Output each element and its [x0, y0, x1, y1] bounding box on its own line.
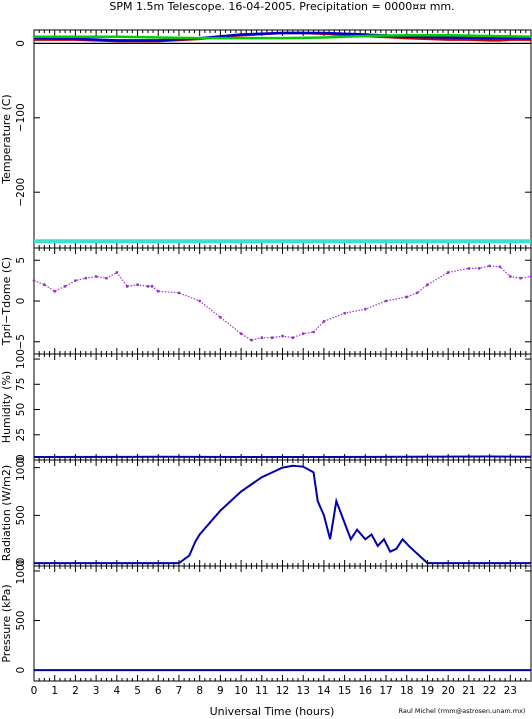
y-tick-label: −5: [15, 334, 27, 349]
x-tick-label: 2: [72, 685, 79, 697]
panel-frame-2: [33, 353, 532, 461]
x-axis-label: Universal Time (hours): [210, 705, 335, 718]
y-tick-label: 1000: [15, 454, 27, 481]
tdiff-point: [146, 284, 150, 288]
radiation-line: [34, 464, 531, 565]
tdiff-point: [488, 264, 491, 268]
y-axis-label-0: Temperature (C): [0, 94, 13, 184]
x-tick-label: 8: [196, 685, 203, 697]
y-axis-label-4: Pressure (kPa): [0, 584, 13, 662]
x-tick-label: 6: [155, 685, 162, 697]
y-tick-label: 500: [15, 611, 27, 631]
chart-title: SPM 1.5m Telescope. 16-04-2005. Precipit…: [109, 0, 454, 13]
x-tick-label: 7: [176, 685, 183, 697]
y-tick-label: 50: [15, 403, 27, 416]
humidity-line: [33, 455, 532, 458]
y-axis-label-1: Tpri−Tdome (C): [0, 257, 13, 346]
y-tick-label: 0: [15, 457, 27, 464]
x-tick-label: 9: [217, 685, 224, 697]
x-tick-label: 3: [93, 685, 100, 697]
y-tick-label: 25: [15, 428, 27, 441]
tdiff-point: [467, 266, 471, 270]
x-tick-label: 18: [400, 685, 413, 697]
temperature-series-temp_green: [34, 33, 532, 40]
y-tick-label: −100: [15, 103, 27, 132]
temperature-series-temp_blue: [33, 31, 531, 42]
x-tick-label: 10: [234, 685, 247, 697]
x-tick-label: 5: [134, 685, 141, 697]
y-tick-label: −200: [15, 178, 27, 207]
y-tick-label: 1000: [15, 558, 27, 585]
credit-text: Raul Michel (rmm@astrosen.unam.mx): [399, 707, 526, 715]
x-tick-label: 0: [31, 685, 38, 697]
x-tick-label: 16: [359, 685, 373, 697]
x-tick-label: 12: [276, 685, 289, 697]
x-tick-label: 17: [379, 685, 392, 697]
y-tick-label: 5: [15, 257, 27, 264]
panel-frame-3: [33, 459, 532, 567]
x-tick-label: 14: [317, 685, 331, 697]
y-tick-label: 0: [15, 298, 27, 305]
x-tick-label: 23: [504, 685, 517, 697]
panel-frame-1: [33, 247, 532, 355]
y-tick-label: 500: [15, 505, 27, 525]
y-tick-label: 0: [15, 40, 27, 47]
panel-frame-0: [33, 29, 532, 249]
x-tick-label: 15: [338, 685, 351, 697]
y-tick-label: 100: [15, 349, 27, 369]
y-tick-label: 0: [15, 560, 27, 567]
x-tick-label: 19: [421, 685, 434, 697]
y-tick-label: 75: [15, 378, 27, 391]
panel-frame-4: [33, 565, 532, 682]
tdiff-trace: [33, 265, 532, 341]
x-tick-label: 22: [483, 685, 496, 697]
x-tick-label: 1: [51, 685, 58, 697]
y-tick-label: 0: [15, 667, 27, 674]
y-axis-label-3: Radiation (W/m2): [0, 465, 13, 561]
x-tick-label: 4: [113, 685, 120, 697]
x-tick-label: 13: [297, 685, 310, 697]
x-tick-label: 21: [462, 685, 475, 697]
y-axis-label-2: Humidity (%): [0, 371, 13, 443]
x-tick-label: 11: [255, 685, 268, 697]
x-tick-label: 20: [441, 685, 454, 697]
